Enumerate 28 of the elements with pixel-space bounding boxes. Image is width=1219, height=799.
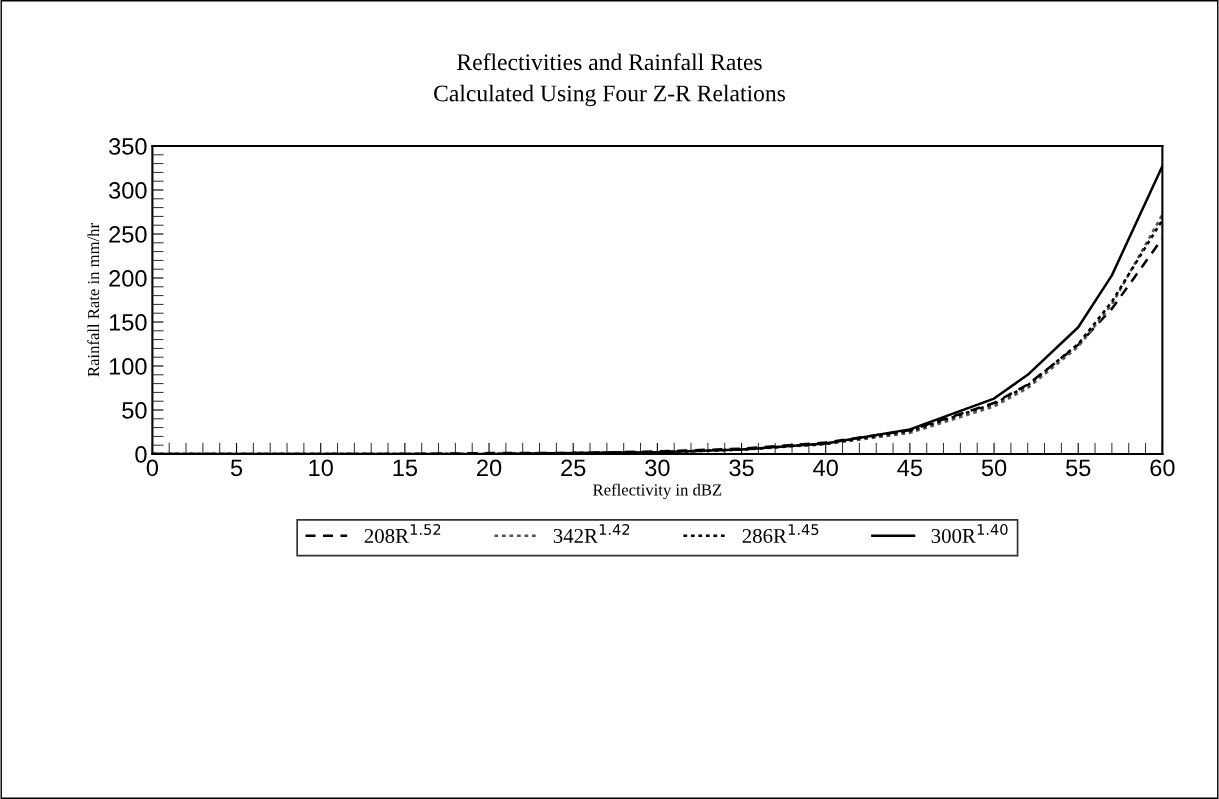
x-tick-label: 35 (729, 459, 754, 477)
legend-label: 300R$^{1.40}$ (931, 523, 1008, 543)
x-tick-label: 5 (230, 459, 243, 477)
legend-label: 342R$^{1.42}$ (553, 523, 630, 543)
y-tick-label: 300 (109, 182, 147, 199)
y-tick-label: 200 (109, 270, 147, 287)
x-tick-label: 15 (393, 459, 418, 477)
x-tick-label: 10 (309, 459, 333, 477)
y-tick-label: 350 (109, 138, 147, 155)
x-tick-label: 30 (645, 459, 670, 477)
x-tick-label: 60 (1150, 459, 1175, 477)
x-tick-label: 20 (477, 459, 502, 477)
x-tick-label: 55 (1066, 459, 1091, 477)
legend-label: 286R$^{1.45}$ (742, 524, 819, 543)
x-tick-label: 45 (897, 459, 923, 477)
y-tick-label: 250 (109, 226, 147, 243)
x-tick-label: 50 (981, 459, 1007, 477)
x-tick-label: 0 (146, 459, 159, 477)
x-axis-title: Reflectivity in dBZ (593, 483, 722, 499)
y-tick-label: 150 (109, 314, 147, 331)
legend-label: 208R$^{1.52}$ (364, 523, 441, 543)
x-tick-label: 25 (561, 459, 586, 477)
y-tick-label: 0 (135, 446, 147, 463)
y-tick-label: 100 (109, 358, 147, 375)
y-axis-title: Rainfall Rate in mm/hr (87, 223, 100, 377)
x-tick-label: 40 (813, 459, 838, 477)
chart-title: Reflectivities and Rainfall Rates Calculated Using Four Z-R Relations (434, 53, 786, 107)
y-tick-label: 50 (122, 402, 147, 419)
